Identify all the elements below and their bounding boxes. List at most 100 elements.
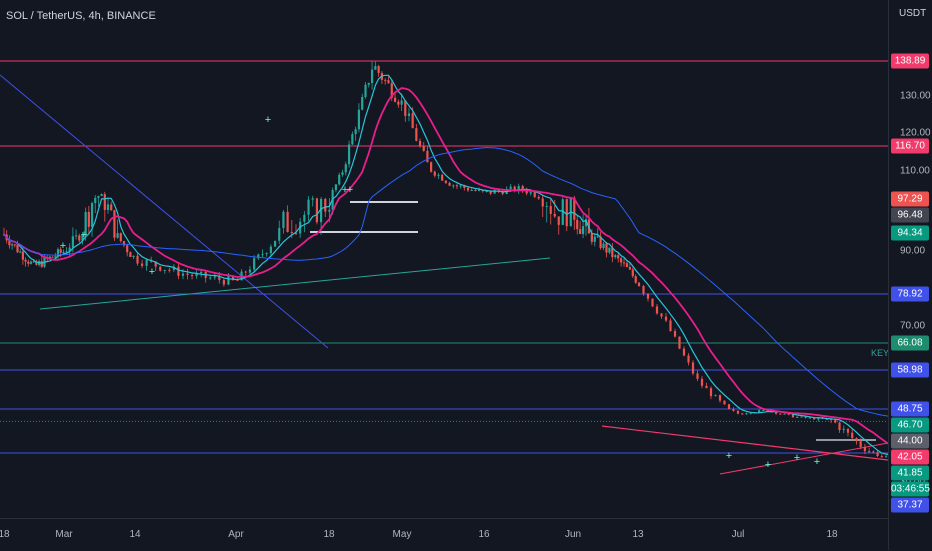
candle-body — [723, 400, 726, 405]
key-level-label: KEY — [871, 348, 890, 358]
candle-body — [136, 255, 139, 264]
candle-body — [642, 286, 645, 294]
signal-cross-marker: + — [726, 450, 732, 462]
candle-body — [880, 456, 883, 458]
candle-body — [74, 235, 78, 237]
candle-body — [347, 144, 351, 165]
candle-body — [21, 251, 24, 260]
price-axis[interactable]: USDT 130.00120.00110.0090.0070.0030.0013… — [888, 0, 932, 550]
candle-body — [855, 437, 858, 442]
candle-body — [573, 197, 576, 220]
time-axis[interactable]: 18 Mar 14 Apr 18 May 16 Jun 13 Jul 18 — [0, 518, 888, 551]
candle-body — [614, 255, 617, 258]
candle-body — [651, 298, 654, 307]
time-tick-label: Jul — [731, 529, 745, 540]
candle-body — [132, 255, 135, 257]
price-chart[interactable]: +++++++++ + — [0, 0, 888, 518]
candle-body — [11, 244, 14, 246]
candle-body — [466, 187, 470, 191]
candle-body — [307, 199, 310, 215]
support-trend-line-2 — [719, 442, 888, 475]
candle-body — [116, 233, 119, 238]
price-badge: 96.48 — [891, 207, 929, 223]
signal-cross-marker: + — [342, 184, 348, 196]
candle-body — [470, 189, 473, 191]
signal-cross-marker: + — [149, 266, 155, 278]
candle-body — [294, 233, 298, 235]
candle-body — [593, 236, 596, 242]
price-badge: 94.34 — [891, 225, 929, 241]
price-badge: 42.05 — [891, 449, 929, 465]
candle-body — [452, 185, 455, 187]
candle-body — [617, 255, 620, 259]
candle-body — [846, 428, 850, 433]
candle-body — [868, 451, 871, 453]
candle-body — [163, 269, 166, 271]
price-tick-label: 70.00 — [900, 320, 926, 332]
candle-body — [687, 355, 690, 363]
candle-body — [190, 275, 194, 277]
candle-body — [529, 192, 532, 194]
time-tick-label: 14 — [129, 529, 141, 540]
candle-body — [200, 271, 203, 274]
candle-body — [876, 452, 879, 457]
candle-body — [787, 413, 790, 415]
ema-slow-line — [3, 87, 888, 445]
candle-body — [273, 240, 277, 247]
candle-body — [364, 84, 367, 97]
candle-body — [557, 216, 560, 225]
candle-body — [430, 162, 433, 172]
candle-body — [338, 174, 341, 185]
candle-body — [509, 186, 512, 189]
candle-body — [779, 413, 782, 415]
candle-body — [397, 101, 400, 105]
candle-body — [521, 185, 524, 191]
price-badge: 37.37 — [891, 497, 929, 513]
candle-body — [341, 172, 344, 175]
candle-body — [16, 244, 19, 253]
ema-fast-line — [3, 74, 888, 456]
candle-body — [311, 198, 314, 200]
time-tick-label: 18 — [0, 529, 10, 540]
candle-body — [411, 113, 414, 129]
candle-body — [126, 245, 129, 253]
candle-body — [87, 211, 90, 227]
time-tick-label: 13 — [632, 529, 644, 540]
candle-body — [796, 416, 799, 418]
sma-long-line — [3, 146, 888, 417]
candle-body — [244, 271, 247, 273]
candle-body — [579, 229, 582, 235]
candle-body — [29, 261, 33, 264]
support-trend-line — [39, 257, 551, 310]
candle-body — [390, 83, 393, 98]
candle-body — [265, 253, 268, 255]
candle-body — [441, 174, 444, 181]
candle-body — [727, 404, 731, 410]
candle-body — [227, 276, 230, 285]
candle-body — [113, 210, 116, 238]
candle-body — [48, 256, 51, 259]
candle-body — [384, 79, 387, 81]
candle-body — [448, 182, 451, 186]
candle-body — [842, 428, 845, 431]
price-badge: 48.75 — [891, 401, 929, 417]
candle-body — [581, 226, 585, 235]
candle-body — [584, 219, 588, 227]
candle-body — [736, 410, 740, 414]
candle-body — [714, 395, 717, 397]
signal-cross-marker: + — [814, 456, 820, 468]
candle-body — [602, 243, 605, 248]
chart-area[interactable]: + + + + + + + + + + SOL / TetherUS, 4h, BINANCE K… — [0, 0, 890, 518]
candle-body — [140, 263, 144, 266]
candle-body — [834, 419, 837, 423]
candle-body — [774, 411, 778, 414]
candle-body — [374, 66, 377, 70]
candle-body — [56, 249, 60, 257]
candle-body — [553, 213, 556, 217]
time-tick-label: 18 — [323, 529, 335, 540]
candle-body — [286, 211, 289, 232]
candle-body — [19, 251, 22, 253]
candle-body — [678, 336, 681, 349]
candle-body — [324, 198, 327, 212]
candle-body — [459, 185, 462, 187]
